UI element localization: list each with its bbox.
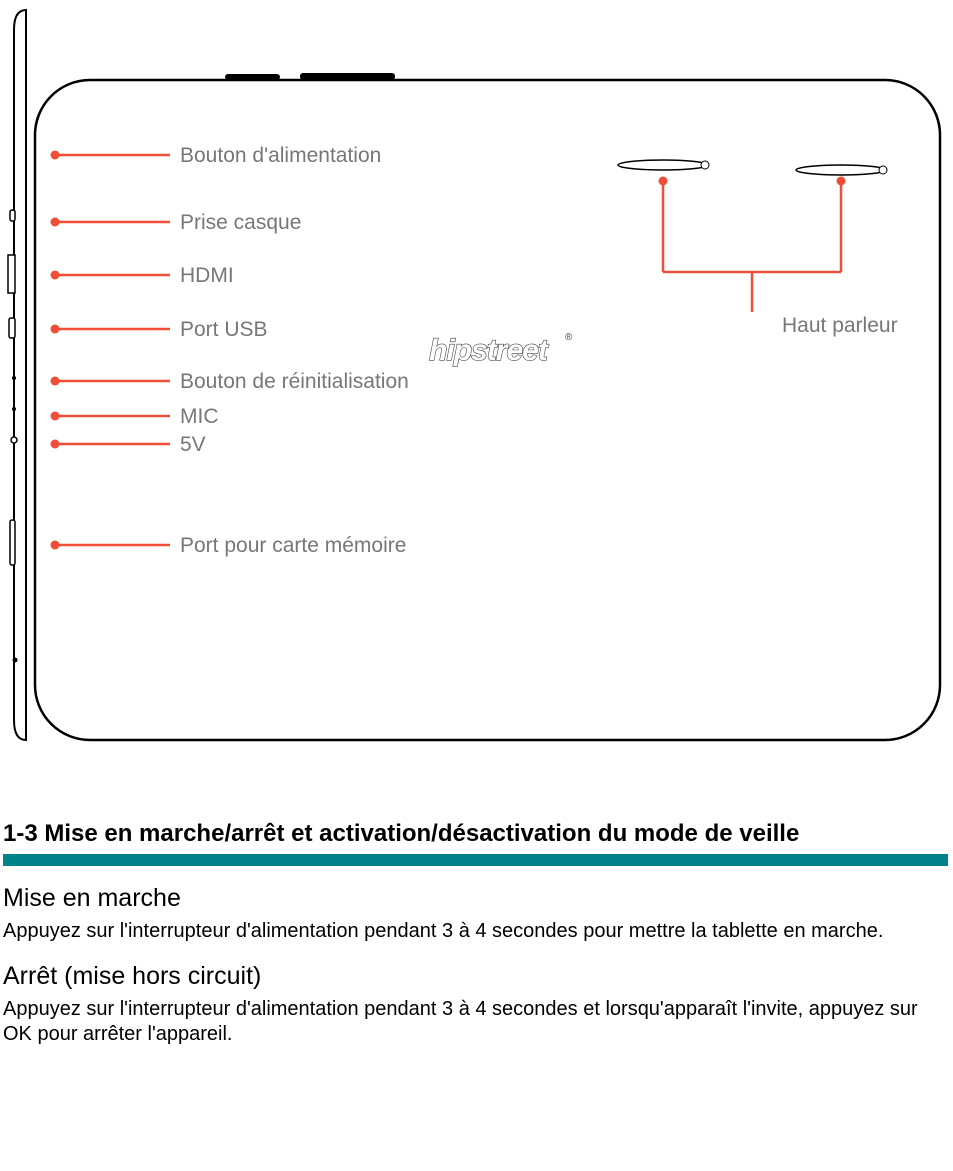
text-content: 1-3 Mise en marche/arrêt et activation/d… [0, 820, 953, 1047]
side-5v-dot [11, 437, 17, 443]
leader-label: Port USB [180, 318, 268, 341]
side-usb-bump [9, 318, 15, 338]
leader-label: Prise casque [180, 211, 301, 234]
speaker-label: Haut parleur [782, 314, 898, 337]
side-sd-bump [10, 520, 15, 565]
speaker-slot-right [796, 165, 887, 175]
top-button-1 [225, 74, 280, 80]
brand-register-mark: ® [565, 332, 573, 343]
leader-label: MIC [180, 405, 219, 428]
side-mic-dot [12, 407, 16, 411]
diagram-svg: hipstreet ® Bouton d'alimentation Prise c… [0, 0, 953, 760]
side-hdmi-bump [8, 255, 15, 293]
leader-label: 5V [180, 433, 206, 456]
speaker-slot-left [618, 160, 709, 170]
side-reset-dot [12, 376, 16, 380]
section-rule [3, 854, 948, 866]
device-side-outline [14, 10, 26, 740]
leader-label: Port pour carte mémoire [180, 534, 406, 557]
sub2-body: Appuyez sur l'interrupteur d'alimentatio… [3, 997, 950, 1047]
sub2-title: Arrêt (mise hors circuit) [3, 962, 950, 991]
device-back-outline [35, 80, 940, 740]
section-heading: 1-3 Mise en marche/arrêt et activation/d… [3, 820, 950, 848]
top-button-2 [300, 73, 395, 80]
leader-label: Bouton d'alimentation [180, 144, 381, 167]
side-bottom-dot [13, 658, 18, 663]
sub1-body: Appuyez sur l'interrupteur d'alimentatio… [3, 919, 950, 944]
brand-logo: hipstreet [429, 334, 550, 367]
side-bump [10, 210, 15, 221]
device-diagram: hipstreet ® Bouton d'alimentation Prise c… [0, 0, 953, 760]
leader-label: Bouton de réinitialisation [180, 370, 409, 393]
leader-label: HDMI [180, 264, 234, 287]
sub1-title: Mise en marche [3, 884, 950, 913]
